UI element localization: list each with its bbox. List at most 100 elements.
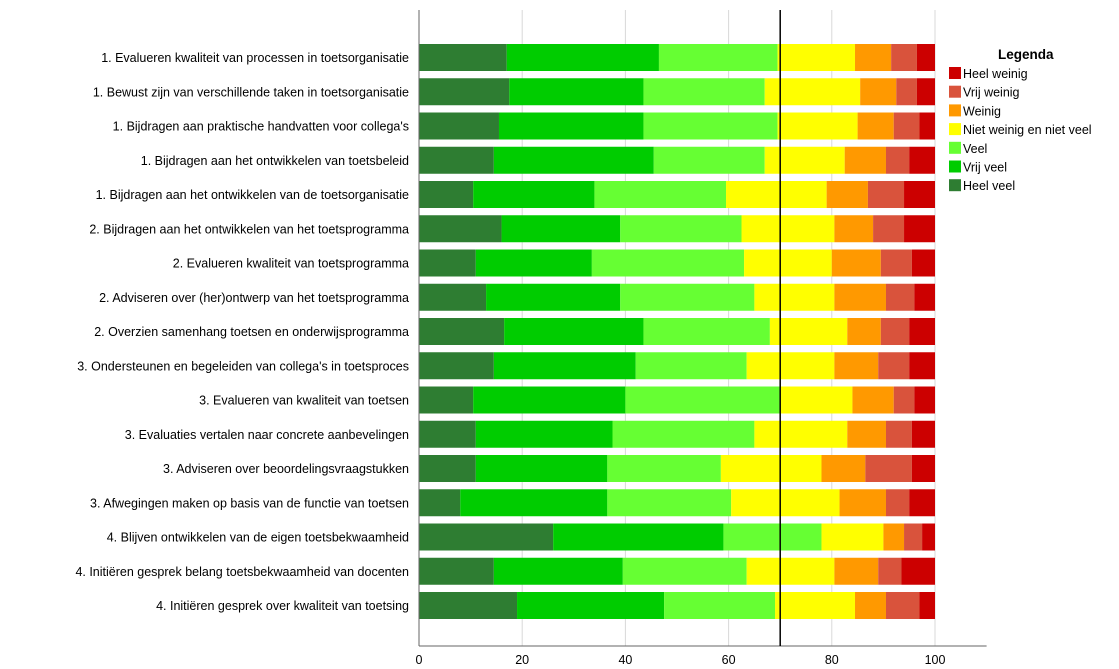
- bar-segment: [419, 352, 494, 380]
- category-label: 1. Bijdragen aan praktische handvatten v…: [113, 120, 409, 134]
- bar-segment: [893, 386, 915, 414]
- bar-segment: [919, 112, 935, 140]
- bar-segment: [885, 283, 915, 311]
- bar-segment: [834, 215, 874, 243]
- bars: [419, 44, 935, 619]
- bar-segment: [873, 215, 905, 243]
- legend-swatch: [949, 85, 961, 98]
- bar-segment: [914, 386, 935, 414]
- bar-segment: [904, 523, 923, 551]
- x-tick-labels: 0 20 40 60 80 100: [416, 653, 946, 667]
- bar-segment: [419, 283, 487, 311]
- bar-segment: [821, 455, 866, 482]
- bar-segment: [901, 557, 935, 585]
- bar-segment: [591, 249, 745, 277]
- x-tick-label: 100: [925, 653, 946, 667]
- category-label: 4. Blijven ontwikkelen van de eigen toet…: [107, 531, 409, 545]
- bar-segment: [419, 592, 518, 619]
- bar-segment: [419, 557, 494, 585]
- bar-segment: [885, 420, 912, 448]
- bar-segment: [643, 318, 770, 345]
- category-label: 4. Initiëren gesprek over kwaliteit van …: [156, 599, 409, 613]
- legend-swatch: [949, 179, 961, 192]
- bar-segment: [419, 146, 494, 174]
- category-label: 4. Initiëren gesprek belang toetsbekwaam…: [75, 565, 409, 579]
- bar-segment: [744, 249, 832, 277]
- bar-segment: [475, 455, 608, 482]
- x-tick-label: 0: [416, 653, 423, 667]
- bar-segment: [893, 112, 920, 140]
- legend: Legenda Heel weinig Vrij weinig Weinig Niet…: [949, 47, 1092, 193]
- bar-segment: [857, 112, 894, 140]
- category-label: 3. Evaluaties vertalen naar concrete aan…: [125, 428, 409, 442]
- bar-segment: [643, 112, 778, 140]
- bar-segment: [911, 420, 935, 448]
- legend-swatch: [949, 123, 961, 136]
- bar-segment: [746, 352, 835, 380]
- bar-segment: [839, 489, 886, 517]
- bar-segment: [834, 283, 886, 311]
- bar-segment: [880, 249, 912, 277]
- bar-segment: [664, 592, 776, 619]
- bar-segment: [754, 283, 835, 311]
- bar-segment: [754, 420, 848, 448]
- legend-swatch: [949, 141, 961, 154]
- bar-segment: [501, 215, 621, 243]
- bar-segment: [909, 318, 935, 345]
- bar-segment: [909, 352, 935, 380]
- bar-segment: [419, 181, 474, 208]
- legend-swatch: [949, 104, 961, 117]
- bar-segment: [834, 557, 879, 585]
- legend-label: Vrij weinig: [963, 86, 1020, 100]
- bar-segment: [493, 557, 623, 585]
- bar-segment: [865, 455, 912, 482]
- category-label: 2. Adviseren over (her)ontwerp van het t…: [99, 291, 409, 305]
- category-label: 2. Overzien samenhang toetsen en onderwi…: [94, 325, 409, 339]
- x-tick-label: 60: [722, 653, 736, 667]
- bar-segment: [723, 523, 822, 551]
- bar-segment: [419, 112, 499, 140]
- legend-label: Heel veel: [963, 179, 1015, 193]
- bar-segment: [473, 386, 626, 414]
- bar-segment: [878, 557, 902, 585]
- bar-segment: [726, 181, 827, 208]
- x-tick-label: 80: [825, 653, 839, 667]
- bar-segment: [658, 44, 778, 71]
- category-label: 1. Evalueren kwaliteit van processen in …: [101, 51, 409, 65]
- bar-segment: [911, 249, 935, 277]
- category-label: 3. Adviseren over beoordelingsvraagstukk…: [163, 462, 409, 476]
- bar-segment: [553, 523, 724, 551]
- bar-segment: [720, 455, 822, 482]
- bar-segment: [826, 181, 868, 208]
- axes: [418, 10, 987, 647]
- bar-segment: [517, 592, 665, 619]
- bar-segment: [777, 112, 858, 140]
- bar-segment: [922, 523, 935, 551]
- bar-segment: [620, 215, 742, 243]
- bar-segment: [883, 523, 905, 551]
- bar-segment: [419, 489, 461, 517]
- bar-segment: [419, 44, 507, 71]
- category-label: 1. Bijdragen aan het ontwikkelen van de …: [96, 188, 409, 202]
- bar-segment: [844, 146, 886, 174]
- bar-segment: [419, 455, 476, 482]
- bar-segment: [885, 489, 910, 517]
- bar-segment: [909, 146, 935, 174]
- bar-segment: [852, 386, 894, 414]
- bar-segment: [419, 420, 476, 448]
- bar-segment: [475, 249, 592, 277]
- legend-label: Veel: [963, 142, 987, 156]
- category-label: 2. Evalueren kwaliteit van toetsprogramm…: [173, 257, 409, 271]
- category-labels: 1. Evalueren kwaliteit van processen in …: [75, 51, 409, 613]
- bar-segment: [860, 78, 897, 106]
- bar-segment: [916, 78, 935, 106]
- bar-segment: [419, 318, 505, 345]
- bar-segment: [607, 489, 732, 517]
- bar-segment: [493, 146, 654, 174]
- category-label: 1. Bijdragen aan het ontwikkelen van toe…: [141, 154, 409, 168]
- bar-segment: [506, 44, 659, 71]
- bar-segment: [885, 592, 920, 619]
- bar-segment: [919, 592, 935, 619]
- legend-label: Heel weinig: [963, 67, 1028, 81]
